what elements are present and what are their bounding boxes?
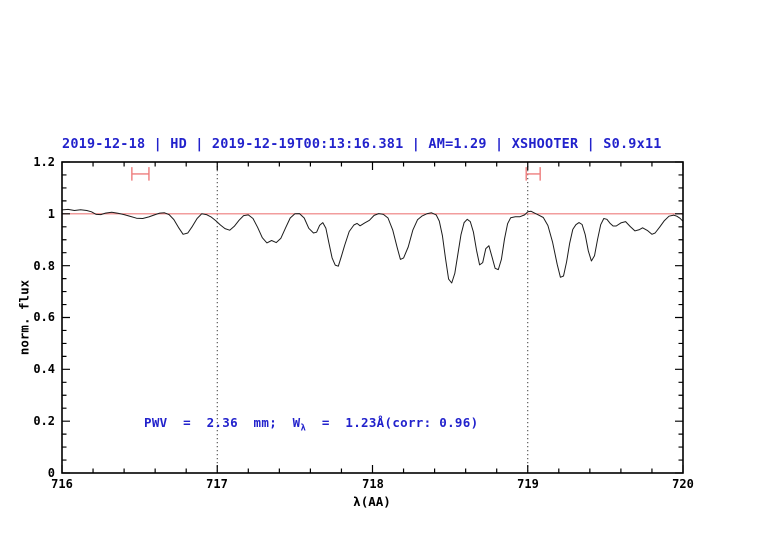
pwv-annotation: PWV = 2.36 mm; Wλ = 1.23Å(corr: 0.96) xyxy=(144,415,478,434)
y-tick-label: 1 xyxy=(47,207,55,221)
y-tick-label: 0.4 xyxy=(33,362,55,376)
spectrum-line xyxy=(61,208,684,284)
y-tick-label: 0.6 xyxy=(33,310,55,324)
plot-title: 2019-12-18 | HD | 2019-12-19T00:13:16.38… xyxy=(62,136,662,152)
x-tick-label: 716 xyxy=(51,477,73,491)
axis-tick-marks xyxy=(61,161,684,474)
y-tick-label: 0 xyxy=(47,466,55,480)
range-marker xyxy=(525,167,541,181)
pwv-annotation-subscript: λ xyxy=(300,423,307,434)
x-tick-label: 718 xyxy=(362,477,384,491)
x-tick-label: 720 xyxy=(672,477,694,491)
y-tick-label: 0.8 xyxy=(33,259,55,273)
range-marker xyxy=(131,167,150,181)
x-tick-label: 717 xyxy=(206,477,228,491)
telluric-range-markers xyxy=(131,167,541,181)
pwv-annotation-prefix: PWV = 2.36 mm; W xyxy=(144,415,301,430)
x-axis-label: λ(AA) xyxy=(353,494,391,509)
x-tick-label: 719 xyxy=(517,477,539,491)
y-tick-label: 0.2 xyxy=(33,414,55,428)
y-tick-label: 1.2 xyxy=(33,155,55,169)
pwv-annotation-suffix: = 1.23Å(corr: 0.96) xyxy=(306,415,479,430)
y-axis-label: norm. flux xyxy=(16,279,32,356)
